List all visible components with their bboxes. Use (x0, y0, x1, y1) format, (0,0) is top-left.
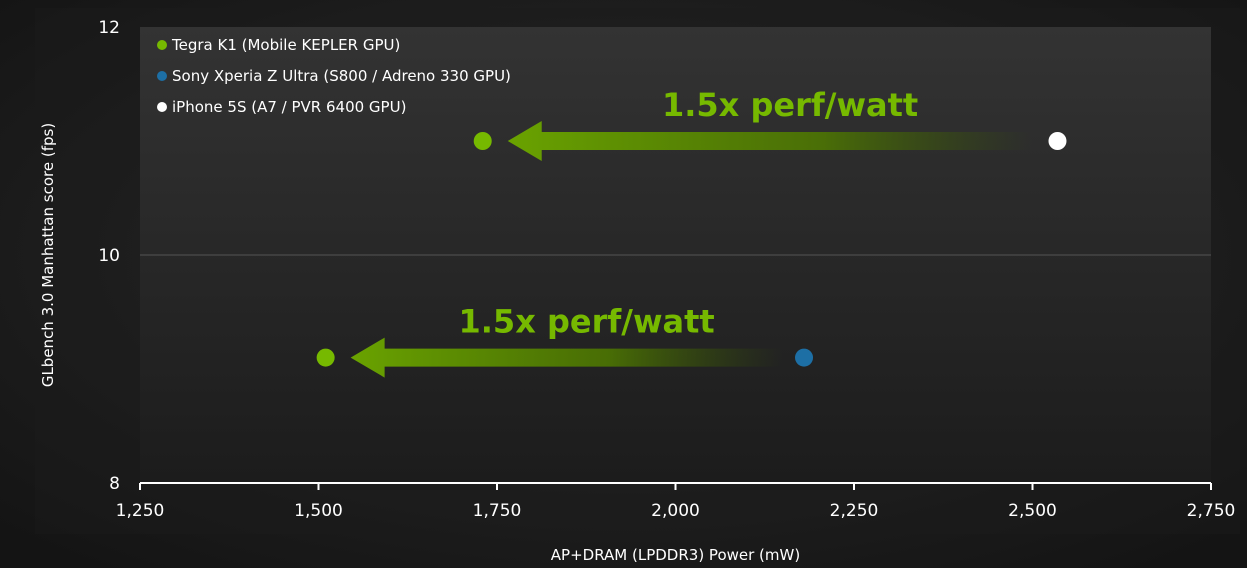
y-tick-label: 10 (98, 246, 120, 266)
x-tick-label: 1,500 (294, 501, 343, 521)
data-point (1048, 132, 1067, 150)
annotation-label: 1.5x perf/watt (662, 86, 918, 124)
x-tick-label: 2,500 (1008, 501, 1057, 521)
y-axis-title: GLbench 3.0 Manhattan score (fps) (39, 123, 57, 387)
y-tick-label: 12 (98, 18, 120, 38)
data-point (795, 348, 814, 367)
legend-marker (157, 40, 167, 50)
annotation-label: 1.5x perf/watt (459, 303, 715, 341)
x-tick-label: 2,250 (830, 501, 879, 521)
x-axis-title: AP+DRAM (LPDDR3) Power (mW) (551, 546, 800, 564)
legend-marker (157, 71, 167, 81)
x-tick-label: 1,250 (116, 501, 165, 521)
improvement-arrow (507, 121, 1033, 161)
improvement-arrow (350, 337, 783, 378)
legend-marker (157, 102, 167, 112)
x-tick-label: 1,750 (473, 501, 522, 521)
data-point (316, 348, 335, 367)
legend-label: Sony Xperia Z Ultra (S800 / Adreno 330 G… (172, 67, 511, 85)
legend-label: Tegra K1 (Mobile KEPLER GPU) (171, 36, 400, 54)
y-tick-label: 8 (109, 474, 120, 494)
data-point (473, 132, 492, 150)
legend-label: iPhone 5S (A7 / PVR 6400 GPU) (172, 98, 406, 116)
x-tick-label: 2,000 (651, 501, 700, 521)
x-tick-label: 2,750 (1187, 501, 1236, 521)
